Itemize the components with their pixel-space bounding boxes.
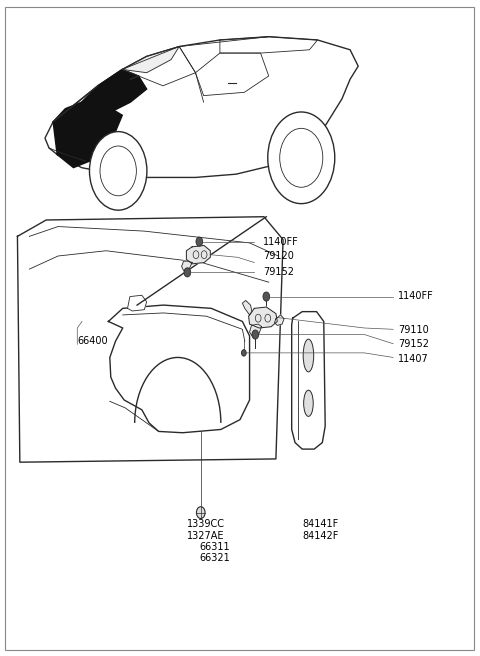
Polygon shape	[17, 216, 283, 462]
Circle shape	[241, 350, 246, 356]
Polygon shape	[53, 102, 122, 168]
Circle shape	[196, 237, 203, 246]
Text: 79152: 79152	[398, 339, 429, 350]
Text: 84142F: 84142F	[302, 531, 338, 541]
Text: 11407: 11407	[398, 354, 429, 364]
Ellipse shape	[303, 339, 314, 372]
Text: 79152: 79152	[263, 268, 294, 277]
Polygon shape	[122, 47, 179, 73]
Text: 1140FF: 1140FF	[263, 237, 299, 247]
Polygon shape	[292, 312, 325, 449]
Polygon shape	[128, 295, 147, 311]
Text: 1327AE: 1327AE	[187, 531, 225, 541]
Text: 66400: 66400	[77, 336, 108, 346]
Circle shape	[252, 330, 259, 339]
Polygon shape	[186, 245, 210, 264]
Polygon shape	[82, 70, 147, 110]
Polygon shape	[275, 315, 284, 325]
Circle shape	[196, 506, 205, 518]
Circle shape	[263, 292, 270, 301]
Polygon shape	[45, 37, 358, 177]
Text: 79120: 79120	[263, 251, 294, 261]
Polygon shape	[242, 300, 252, 315]
Text: 1339CC: 1339CC	[187, 520, 225, 529]
Text: 84141F: 84141F	[302, 520, 338, 529]
Polygon shape	[250, 324, 262, 336]
Circle shape	[89, 132, 147, 210]
Ellipse shape	[304, 390, 313, 417]
Polygon shape	[249, 307, 277, 328]
Circle shape	[184, 268, 191, 277]
Polygon shape	[181, 261, 192, 270]
Text: 1140FF: 1140FF	[398, 291, 434, 301]
Text: 66321: 66321	[199, 553, 230, 563]
Text: 66311: 66311	[199, 542, 230, 552]
Polygon shape	[108, 305, 250, 433]
Circle shape	[268, 112, 335, 203]
Text: 79110: 79110	[398, 325, 429, 335]
